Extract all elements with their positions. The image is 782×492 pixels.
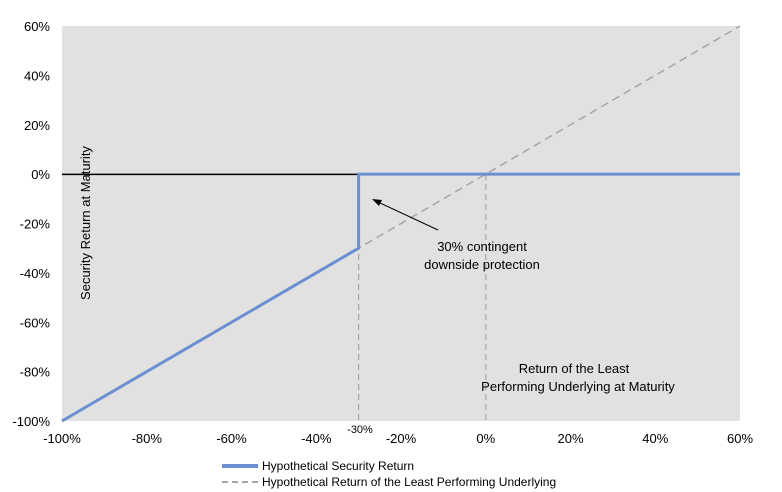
annotation-line-2: downside protection [424, 257, 540, 272]
annotation-arrow [377, 201, 439, 231]
y-tick-label: 0% [31, 167, 50, 182]
y-axis-ticks: 60% 40% 20% 0% -20% -40% -60% -80% -100% [12, 19, 50, 429]
legend-swatch-dashed [222, 481, 258, 483]
legend: Hypothetical Security Return Hypothetica… [222, 458, 556, 490]
legend-item-underlying-return: Hypothetical Return of the Least Perform… [222, 474, 556, 490]
y-tick-label: -100% [12, 414, 50, 429]
x-tick-label: 40% [642, 431, 668, 446]
y-tick-label: -60% [20, 315, 51, 330]
extra-tick-label: -30% [347, 424, 373, 436]
x-tick-label: -40% [301, 431, 332, 446]
legend-item-security-return: Hypothetical Security Return [222, 458, 556, 474]
annotation-line-1: 30% contingent [437, 239, 527, 254]
legend-swatch-solid [222, 464, 258, 468]
x-axis-label-line-1: Return of the Least [519, 361, 630, 376]
x-tick-label: 20% [557, 431, 583, 446]
x-tick-label: -60% [216, 431, 247, 446]
series-layer [61, 25, 741, 423]
x-tick-label: 0% [476, 431, 495, 446]
y-tick-label: -80% [20, 365, 51, 380]
x-axis-label-line-2: Performing Underlying at Maturity [481, 379, 675, 394]
security-return-line [61, 172, 740, 423]
y-tick-label: -40% [20, 266, 51, 281]
y-tick-label: 40% [24, 68, 50, 83]
y-tick-label: -20% [20, 217, 51, 232]
y-axis-label: Security Return at Maturity [78, 146, 93, 300]
x-axis-ticks: -100% -80% -60% -40% -20% 0% 20% 40% 60% [43, 431, 753, 446]
legend-label-security-return: Hypothetical Security Return [262, 459, 415, 473]
legend-label-underlying-return: Hypothetical Return of the Least Perform… [262, 475, 557, 489]
x-tick-label: -100% [43, 431, 81, 446]
x-tick-label: 60% [727, 431, 753, 446]
y-tick-label: 20% [24, 118, 50, 133]
x-tick-label: -80% [132, 431, 163, 446]
x-tick-label: -20% [386, 431, 417, 446]
annotation-arrowhead [372, 199, 382, 206]
y-tick-label: 60% [24, 19, 50, 34]
